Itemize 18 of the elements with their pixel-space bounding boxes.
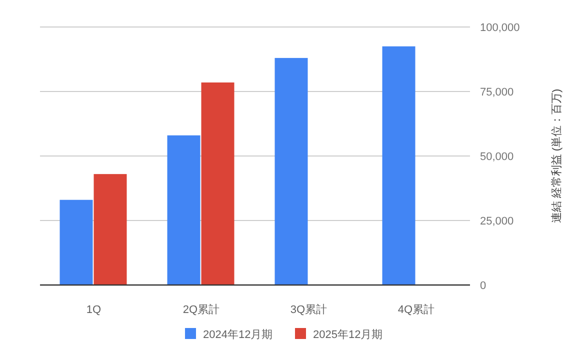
- x-tick-label: 4Q累計: [398, 303, 435, 316]
- legend-label: 2025年12月期: [313, 329, 383, 341]
- y-axis-title: 連結 経常利益 (単位：百万): [550, 88, 563, 224]
- bar: [94, 174, 127, 285]
- bar: [60, 200, 93, 285]
- bar: [274, 58, 308, 285]
- y-tick-label: 75,000: [480, 86, 514, 98]
- y-tick-label: 0: [480, 280, 486, 292]
- bar: [201, 82, 234, 285]
- y-tick-label: 25,000: [480, 216, 514, 228]
- x-tick-label: 3Q累計: [290, 303, 328, 316]
- x-tick-label: 2Q累計: [182, 303, 220, 316]
- y-tick-label: 100,000: [480, 22, 520, 34]
- bar: [167, 135, 200, 285]
- legend-label: 2024年12月期: [203, 329, 273, 341]
- y-tick-label: 50,000: [480, 151, 514, 163]
- bar: [382, 46, 416, 285]
- x-tick-label: 1Q: [86, 304, 102, 316]
